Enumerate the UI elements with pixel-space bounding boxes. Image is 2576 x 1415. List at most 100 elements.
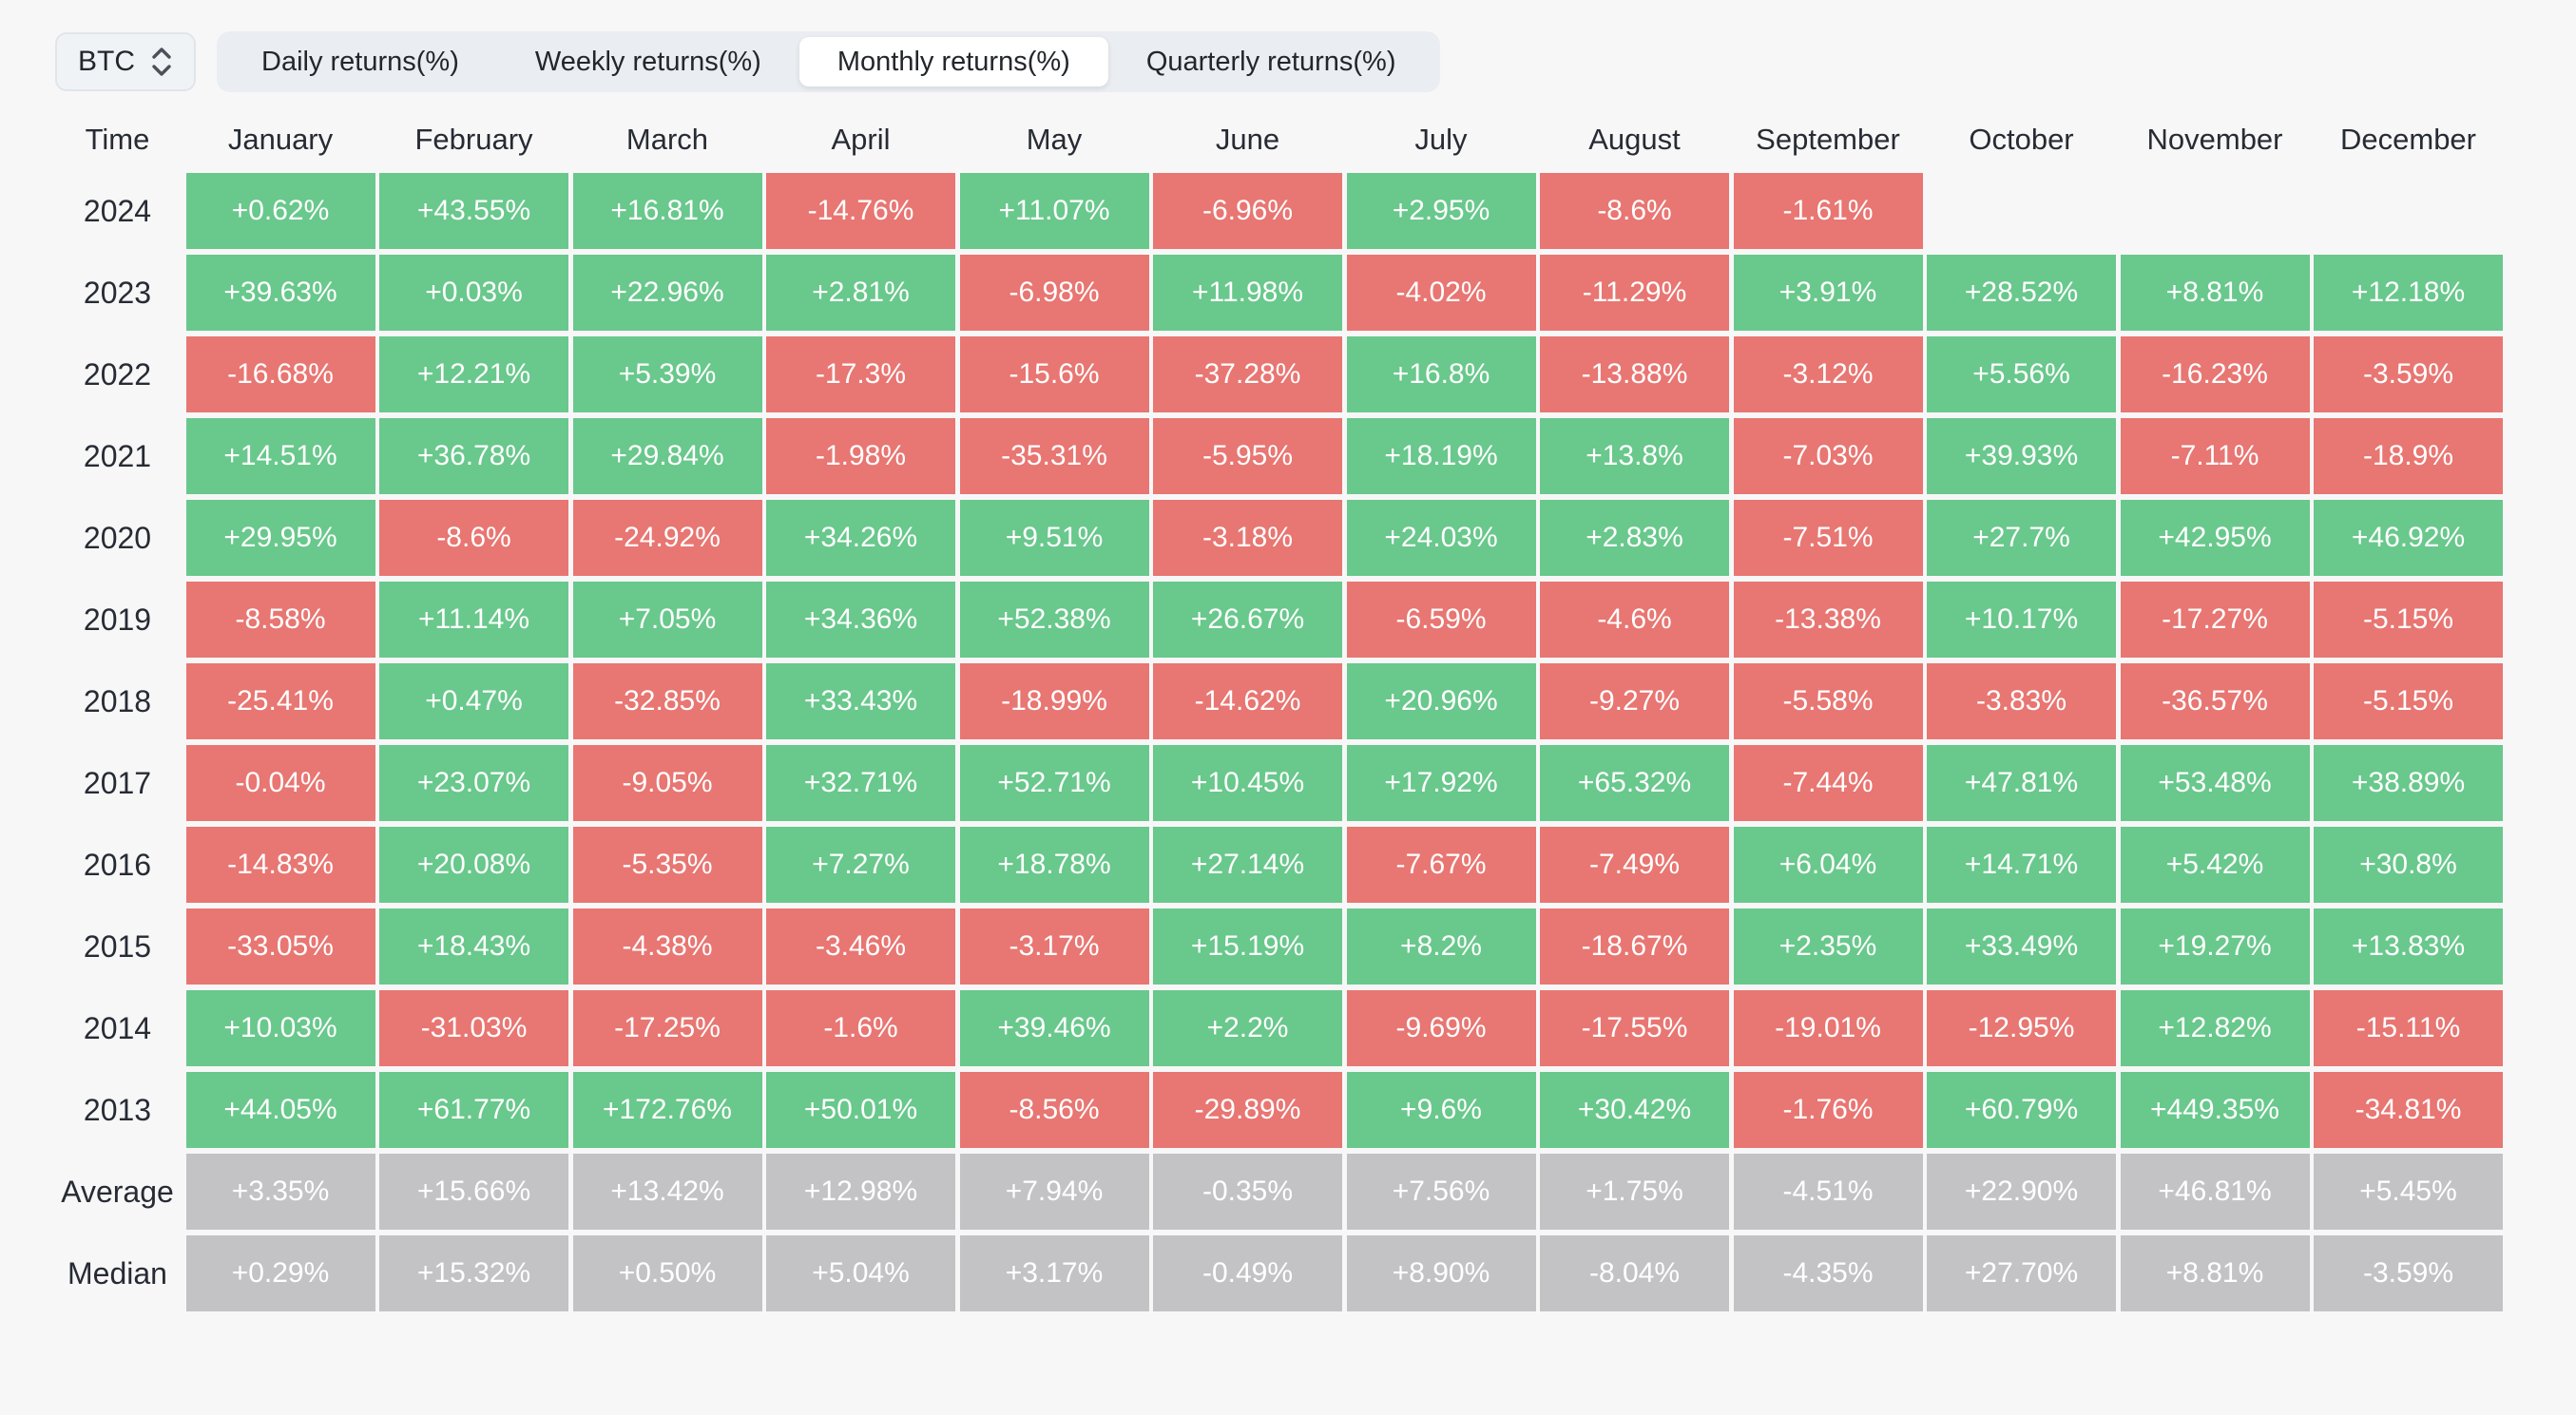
- return-cell: -17.55%: [1540, 990, 1729, 1066]
- return-cell: -6.59%: [1346, 582, 1536, 658]
- return-cell: -1.98%: [766, 418, 955, 494]
- row-label: 2023: [83, 275, 152, 310]
- return-cell: -6.98%: [959, 255, 1149, 331]
- table-row-2014: 2014 +10.03% -31.03% -17.25% -1.6% +39.46% +2.…: [53, 990, 2576, 1066]
- month-header-september: September: [1756, 123, 1900, 156]
- return-cell: +2.35%: [1733, 908, 1923, 985]
- return-cell: -4.38%: [572, 908, 762, 985]
- tab-monthly-returns[interactable]: Monthly returns(%): [798, 37, 1108, 86]
- return-cell: +15.66%: [379, 1154, 568, 1230]
- return-cell: -5.95%: [1153, 418, 1342, 494]
- table-row-average: Average +3.35% +15.66% +13.42% +12.98% +7.94%…: [53, 1154, 2576, 1230]
- return-cell: +0.03%: [379, 255, 568, 331]
- return-cell: +27.7%: [1927, 500, 2116, 576]
- return-cell: +16.8%: [1346, 336, 1536, 412]
- table-row-2018: 2018 -25.41% +0.47% -32.85% +33.43% -18.99% -1…: [53, 663, 2576, 739]
- return-cell: +52.38%: [959, 582, 1149, 658]
- return-cell: +8.81%: [2120, 255, 2310, 331]
- return-cell: +61.77%: [379, 1072, 568, 1148]
- return-cell: -3.83%: [1927, 663, 2116, 739]
- return-cell: +34.36%: [766, 582, 955, 658]
- return-cell: +0.29%: [185, 1235, 375, 1311]
- row-label: 2024: [83, 193, 152, 228]
- row-label: 2018: [83, 683, 152, 718]
- return-cell: -19.01%: [1733, 990, 1923, 1066]
- return-cell: +20.96%: [1346, 663, 1536, 739]
- return-cell: +6.04%: [1733, 827, 1923, 903]
- return-cell: -8.6%: [1540, 173, 1729, 249]
- return-cell: -16.68%: [185, 336, 375, 412]
- return-cell: -8.6%: [379, 500, 568, 576]
- return-cell: +42.95%: [2120, 500, 2310, 576]
- return-cell: +34.26%: [766, 500, 955, 576]
- return-cell: +15.19%: [1153, 908, 1342, 985]
- return-cell: +24.03%: [1346, 500, 1536, 576]
- return-cell: -14.62%: [1153, 663, 1342, 739]
- return-cell: +46.92%: [2314, 500, 2503, 576]
- month-header-december: December: [2340, 123, 2476, 156]
- return-cell: -7.67%: [1346, 827, 1536, 903]
- return-cell: +17.92%: [1346, 745, 1536, 821]
- tab-weekly-returns[interactable]: Weekly returns(%): [534, 46, 761, 77]
- asset-selector-button[interactable]: BTC: [55, 32, 196, 91]
- return-cell: +44.05%: [185, 1072, 375, 1148]
- table-body: 2024 +0.62% +43.55% +16.81% -14.76% +11.07% -6…: [53, 173, 2576, 1311]
- return-cell: +2.2%: [1153, 990, 1342, 1066]
- row-label: 2014: [83, 1010, 152, 1045]
- return-cell: -4.35%: [1733, 1235, 1923, 1311]
- table-row-2016: 2016 -14.83% +20.08% -5.35% +7.27% +18.78% +27…: [53, 827, 2576, 903]
- return-cell: +12.21%: [379, 336, 568, 412]
- return-cell: -12.95%: [1927, 990, 2116, 1066]
- return-cell: +0.50%: [572, 1235, 762, 1311]
- month-header-july: July: [1414, 123, 1468, 156]
- row-label: 2013: [83, 1092, 152, 1127]
- return-cell: -18.99%: [959, 663, 1149, 739]
- return-cell: -8.58%: [185, 582, 375, 658]
- returns-table: Time January February March April May June Jul…: [53, 106, 2576, 1311]
- return-cell: +22.96%: [572, 255, 762, 331]
- return-cell: -4.51%: [1733, 1154, 1923, 1230]
- return-cell: +11.07%: [959, 173, 1149, 249]
- return-cell: +15.32%: [379, 1235, 568, 1311]
- return-cell: -1.76%: [1733, 1072, 1923, 1148]
- tab-daily-returns[interactable]: Daily returns(%): [261, 46, 459, 77]
- row-label: 2019: [83, 602, 152, 637]
- return-cell: -9.27%: [1540, 663, 1729, 739]
- return-cell: +7.05%: [572, 582, 762, 658]
- return-cell: -13.88%: [1540, 336, 1729, 412]
- return-cell: +30.8%: [2314, 827, 2503, 903]
- return-cell: +16.81%: [572, 173, 762, 249]
- tab-quarterly-returns[interactable]: Quarterly returns(%): [1145, 46, 1396, 77]
- row-label: 2015: [83, 928, 152, 964]
- return-cell: +8.81%: [2120, 1235, 2310, 1311]
- return-cell: -24.92%: [572, 500, 762, 576]
- return-cell: +52.71%: [959, 745, 1149, 821]
- return-cell: +39.63%: [185, 255, 375, 331]
- return-cell: +60.79%: [1927, 1072, 2116, 1148]
- return-cell: -35.31%: [959, 418, 1149, 494]
- return-cell: +18.78%: [959, 827, 1149, 903]
- return-cell: +1.75%: [1540, 1154, 1729, 1230]
- month-header-october: October: [1969, 123, 2074, 156]
- return-cell: -6.96%: [1153, 173, 1342, 249]
- return-cell: +10.17%: [1927, 582, 2116, 658]
- return-cell: -3.12%: [1733, 336, 1923, 412]
- return-cell: +14.51%: [185, 418, 375, 494]
- return-cell: +33.49%: [1927, 908, 2116, 985]
- return-cell: +5.45%: [2314, 1154, 2503, 1230]
- month-header-may: May: [1026, 123, 1083, 156]
- row-label: 2021: [83, 438, 152, 473]
- month-header-november: November: [2146, 123, 2283, 156]
- return-cell: +33.43%: [766, 663, 955, 739]
- return-cell: -3.17%: [959, 908, 1149, 985]
- table-row-2013: 2013 +44.05% +61.77% +172.76% +50.01% -8.56% -…: [53, 1072, 2576, 1148]
- return-cell: +12.82%: [2120, 990, 2310, 1066]
- row-label: Average: [61, 1174, 174, 1209]
- return-cell: -1.61%: [1733, 173, 1923, 249]
- return-cell: -14.76%: [766, 173, 955, 249]
- asset-selector-label: BTC: [78, 46, 135, 77]
- return-cell: -34.81%: [2314, 1072, 2503, 1148]
- return-cell: -9.05%: [572, 745, 762, 821]
- return-cell: -5.58%: [1733, 663, 1923, 739]
- row-label: 2022: [83, 356, 152, 392]
